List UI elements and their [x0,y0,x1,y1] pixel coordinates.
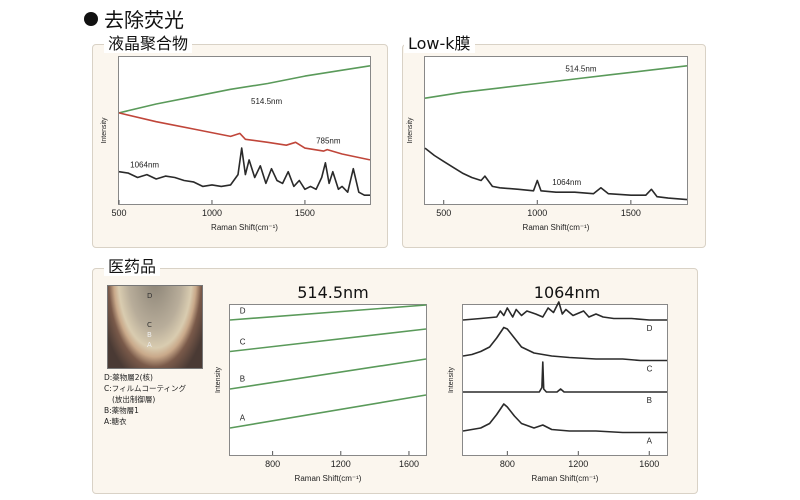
section-heading-text: 去除荧光 [104,8,184,32]
series-line [462,403,667,434]
y-axis-label: Intensity [448,366,455,393]
image-label-b: B [147,331,152,339]
series-label: A [240,413,246,422]
x-tick-label: 1000 [527,208,547,218]
image-label-a: A [147,341,152,349]
x-axis-label: Raman Shift(cm⁻¹) [523,223,590,232]
series-line [229,358,427,390]
y-axis-label: Intensity [215,366,222,393]
series-label: C [647,365,653,374]
chart-p514: 800 1200 1600 Raman Shift(cm⁻¹) Intensity D C B… [215,304,427,483]
chart-p1064-title: 1064nm [533,283,601,302]
image-label-c: C [147,321,152,329]
series-line [118,112,371,161]
layer-legend: D:薬物層2(核) C:フィルムコーティング (放出制御層) B:薬物層1 A:… [104,372,214,427]
legend-line: A:糖衣 [104,417,127,426]
x-tick-label: 500 [436,208,451,218]
x-tick-label: 1200 [331,459,351,469]
legend-line: D:薬物層2(核) [104,373,153,382]
section-heading: 去除荧光 [84,4,184,33]
x-tick-label: 1200 [568,459,588,469]
panel-lowk-title: Low-k膜 [404,35,475,53]
y-axis-label: Intensity [101,117,108,144]
chart-p1064: 800 1200 1600 Raman Shift(cm⁻¹) Intensity D C B… [448,301,667,483]
legend-line: C:フィルムコーティング [104,384,187,393]
series-line [229,304,427,321]
x-axis-label: Raman Shift(cm⁻¹) [532,474,599,483]
x-tick-label: 500 [111,208,126,218]
x-tick-label: 1600 [639,459,659,469]
panel-pharma-title: 医药品 [104,258,161,276]
series-line [462,326,667,362]
series-line [463,361,667,393]
tablet-cross-section-image [107,285,203,369]
chart-lowk: 500 1000 1500 Raman Shift(cm⁻¹) Intensity 514… [407,65,688,232]
x-tick-label: 1500 [295,208,315,218]
series-label: D [240,306,246,315]
series-line [229,394,427,429]
series-label: B [647,396,652,405]
x-tick-label: 800 [500,459,515,469]
panel-lc-title: 液晶聚合物 [104,35,193,53]
series-label: 1064nm [130,160,159,169]
chart-p514-plot-area [229,304,427,456]
x-tick-label: 1000 [202,208,222,218]
series-label: D [647,324,653,333]
legend-line: (放出制御層) [112,395,156,404]
x-tick-label: 1500 [621,208,641,218]
series-label: 1064nm [552,178,581,187]
x-tick-label: 1600 [399,459,419,469]
series-label: A [647,437,653,446]
bullet-icon [84,11,98,26]
series-label: C [240,337,246,346]
series-label: 514.5nm [251,97,282,106]
x-axis-label: Raman Shift(cm⁻¹) [211,223,278,232]
series-line [118,65,371,114]
image-label-d: D [147,292,153,300]
series-line [462,301,667,321]
chart-p514-title: 514.5nm [297,283,369,302]
legend-line: B:薬物層1 [104,406,139,415]
series-label: B [240,375,245,384]
y-axis-label: Intensity [407,117,414,144]
x-tick-label: 800 [265,459,280,469]
series-line [424,147,688,201]
series-label: 514.5nm [565,65,596,74]
series-label: 785nm [316,137,341,146]
x-axis-label: Raman Shift(cm⁻¹) [295,474,362,483]
series-line [229,328,427,353]
series-line [118,147,370,196]
series-line [424,65,688,99]
chart-lc: 500 1000 1500 Raman Shift(cm⁻¹) Intensity 514… [101,65,371,232]
